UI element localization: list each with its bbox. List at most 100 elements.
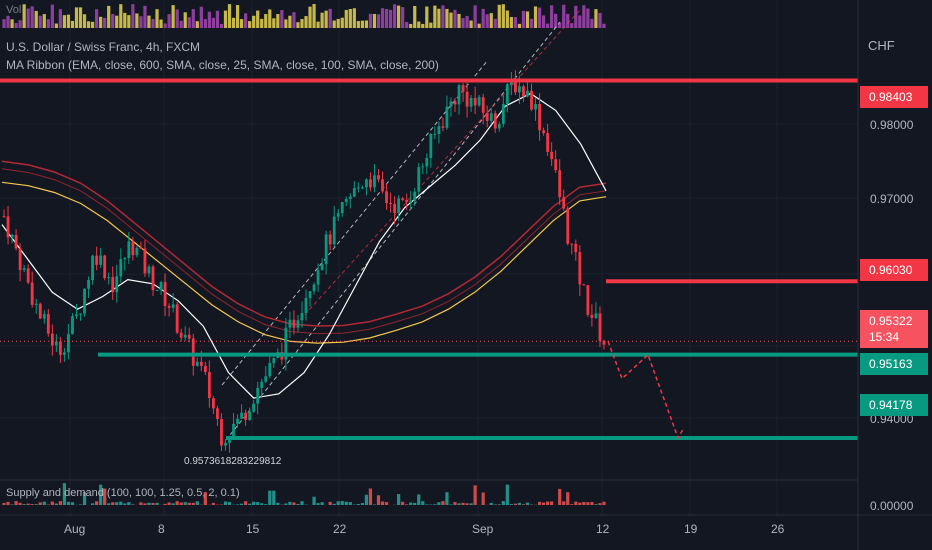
volume-bar xyxy=(372,13,377,28)
subpanel-bar xyxy=(376,495,381,505)
subpanel-bar xyxy=(179,502,183,505)
subpanel-bar xyxy=(127,502,131,505)
volume-bar xyxy=(300,19,304,28)
candle-body xyxy=(79,313,82,315)
subpanel-bar xyxy=(284,503,288,505)
volume-bar xyxy=(296,22,300,28)
candle-body xyxy=(489,113,493,121)
chart-title: U.S. Dollar / Swiss Franc, 4h, FXCM xyxy=(6,40,201,54)
candle-body xyxy=(542,130,545,134)
subpanel-bar xyxy=(501,501,505,505)
candle-body xyxy=(99,255,103,265)
subpanel-bar xyxy=(445,492,449,505)
subpanel-bar xyxy=(239,503,244,505)
candle-body xyxy=(38,303,42,319)
volume-bar xyxy=(179,20,183,28)
candle-body xyxy=(288,319,292,328)
candle-body xyxy=(534,104,537,110)
candle-body xyxy=(147,266,151,274)
x-tick-label: 22 xyxy=(333,522,347,536)
volume-bar xyxy=(541,15,546,28)
price-levels[interactable] xyxy=(0,78,858,441)
candle-body xyxy=(87,280,90,289)
volume-bar xyxy=(312,4,316,29)
volume-bar xyxy=(360,20,364,28)
volume-bar xyxy=(332,20,336,28)
subpanel-bar xyxy=(457,503,461,505)
candle-body xyxy=(441,126,445,128)
subpanel-bar xyxy=(252,501,256,505)
volume-bar xyxy=(147,15,151,28)
volume-bar xyxy=(46,19,50,28)
candle-body xyxy=(14,234,18,249)
subpanel-bar xyxy=(417,494,421,505)
candle-body xyxy=(332,216,336,245)
candle-body xyxy=(26,268,30,283)
volume-bar xyxy=(529,18,534,28)
price-level-label[interactable]: 0.98403 xyxy=(860,86,928,108)
candle-body xyxy=(292,319,296,328)
subpanel-bar xyxy=(54,503,58,505)
candle-body xyxy=(260,381,264,388)
volume-bar xyxy=(195,21,199,28)
subpanel-bar xyxy=(566,492,570,505)
subpanel-bar xyxy=(30,504,34,505)
parallel-channel[interactable] xyxy=(221,9,581,441)
subpanel-bar xyxy=(437,502,441,505)
subpanel-bar xyxy=(151,502,155,505)
x-tick-label: 26 xyxy=(771,522,785,536)
subpanel-bar xyxy=(356,503,360,505)
candle-body xyxy=(83,288,86,314)
candle-body xyxy=(232,423,235,438)
price-level-label[interactable]: 0.94178 xyxy=(860,394,928,416)
price-level-label[interactable]: 0.95163 xyxy=(860,353,928,375)
volume-bar xyxy=(139,16,143,28)
volume-bar xyxy=(558,22,562,28)
candle-body xyxy=(566,208,570,244)
candle-body xyxy=(465,91,469,107)
subpanel-bar xyxy=(558,488,562,505)
candle-body xyxy=(95,255,99,265)
volume-bar xyxy=(304,16,308,28)
subpanel-bar xyxy=(223,501,228,505)
volume-bar xyxy=(191,9,195,28)
subpanel-bar xyxy=(465,503,469,505)
price-level-label[interactable]: 0.96030 xyxy=(860,259,928,281)
volume-bar xyxy=(99,16,103,28)
candle-body xyxy=(582,284,586,286)
subpanel-bar xyxy=(6,501,10,505)
volume-bar xyxy=(50,4,54,29)
volume-bar xyxy=(554,13,558,28)
subpanel-legend: Supply and demand (100, 100, 1.25, 0.5, … xyxy=(6,487,240,499)
volume-bar xyxy=(364,20,369,28)
candle-body xyxy=(135,247,139,256)
candle-body xyxy=(18,248,22,271)
subpanel-bar xyxy=(401,501,405,505)
volume-bar xyxy=(453,9,457,29)
volume-bar xyxy=(26,8,30,28)
candle-body xyxy=(203,365,207,373)
subpanel-bar xyxy=(433,504,437,505)
candle-body xyxy=(497,124,501,129)
candle-body xyxy=(385,191,388,204)
candle-body xyxy=(220,419,223,446)
candle-body xyxy=(248,411,252,420)
countdown-timer: 15:34 xyxy=(869,330,900,344)
volume-bar xyxy=(34,10,38,29)
subpanel-bar xyxy=(497,504,501,505)
volume-bar xyxy=(159,19,163,28)
subpanel-bar xyxy=(550,501,554,505)
current-price-label[interactable]: 0.95322 15:34 xyxy=(860,310,928,348)
subpanel-bar xyxy=(344,501,348,505)
volume-bar xyxy=(239,19,244,28)
subpanel-bar xyxy=(409,502,413,505)
candle-body xyxy=(67,334,70,353)
subpanel-bar xyxy=(18,502,22,505)
indicator-legend: MA Ribbon (EMA, close, 600, SMA, close, … xyxy=(6,58,439,72)
candle-body xyxy=(377,175,380,180)
volume-bar xyxy=(594,9,598,28)
subpanel-bar xyxy=(123,503,127,505)
volume-bar xyxy=(469,20,473,28)
volume-bar xyxy=(316,21,320,28)
